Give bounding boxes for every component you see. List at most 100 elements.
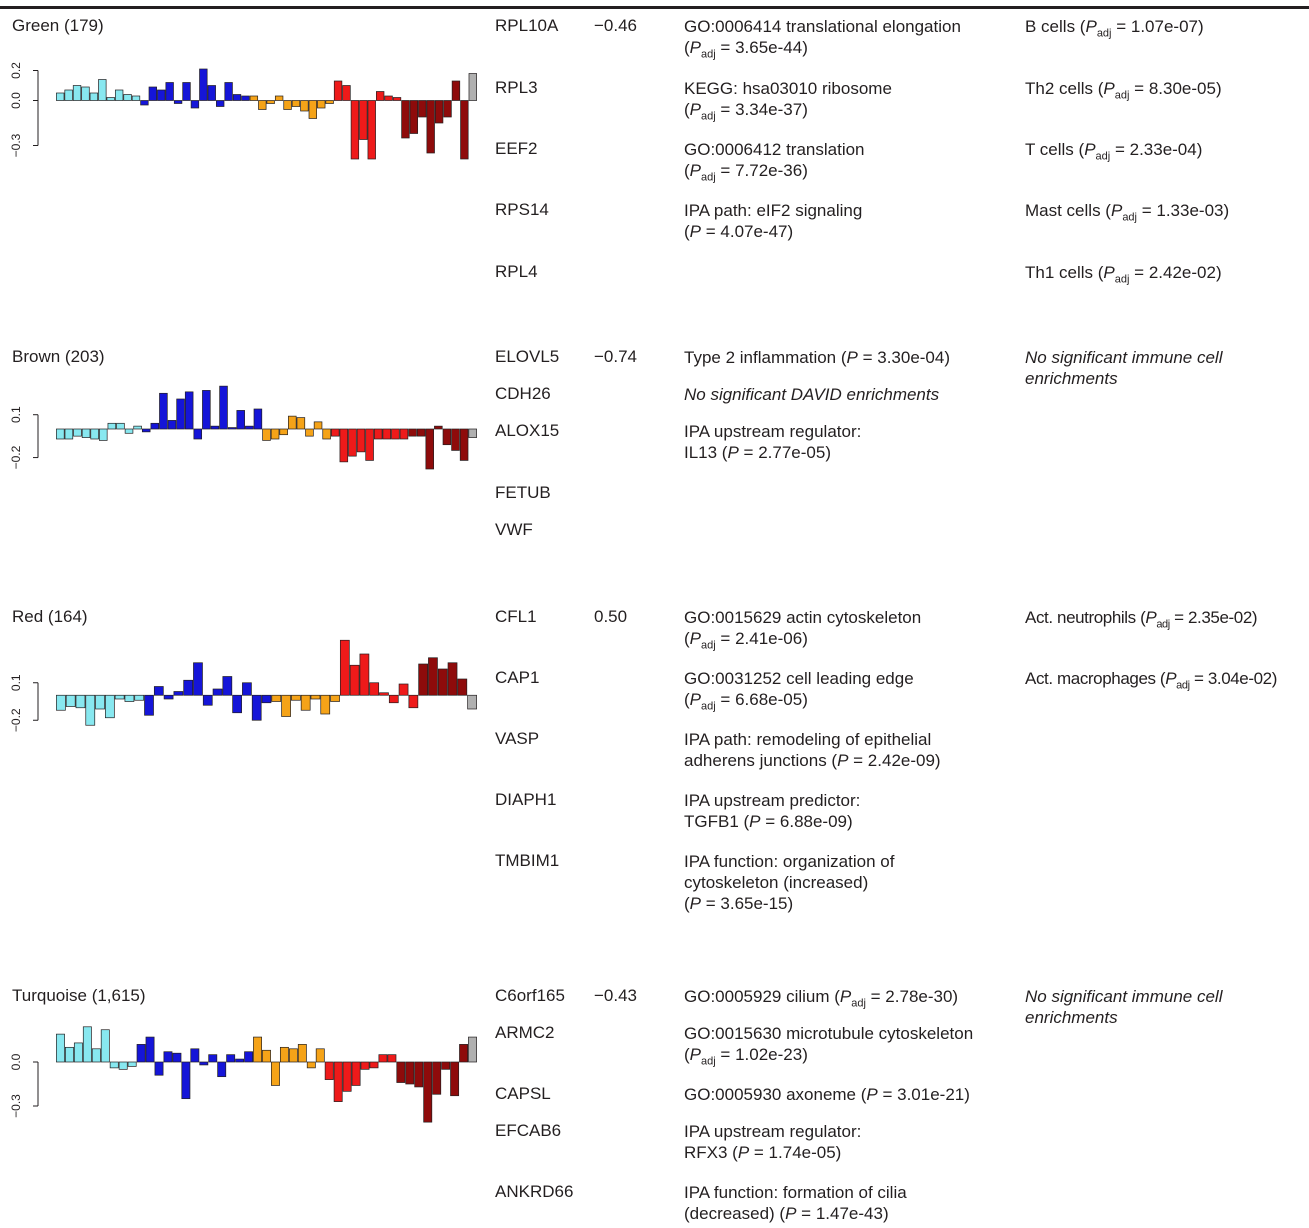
bar xyxy=(291,694,301,701)
bar xyxy=(183,679,194,696)
bar xyxy=(387,1054,397,1063)
bar xyxy=(457,678,468,696)
bar xyxy=(73,1042,83,1063)
bar xyxy=(136,1044,146,1063)
gene-name: ANKRD66 xyxy=(495,1182,574,1201)
bar xyxy=(124,428,134,434)
bar xyxy=(176,398,185,430)
gene-name: ARMC2 xyxy=(495,1023,555,1042)
bar xyxy=(56,694,66,711)
module-title: Brown (203) xyxy=(12,347,105,366)
gene-name: VWF xyxy=(495,520,533,539)
bar xyxy=(64,428,74,440)
enrichment-entry: KEGG: hsa03010 ribosome (Padj = 3.34e-37… xyxy=(684,79,892,123)
bar xyxy=(408,694,419,709)
bar xyxy=(190,1048,200,1063)
bar xyxy=(450,1061,460,1097)
bar xyxy=(451,80,461,101)
bar xyxy=(468,428,477,438)
bar xyxy=(258,100,267,110)
bar xyxy=(441,1061,451,1070)
enrichment-entry: GO:0006412 translation (Padj = 7.72e-36) xyxy=(684,140,865,184)
bar xyxy=(283,100,292,110)
bar xyxy=(56,92,65,101)
bar xyxy=(82,1026,92,1063)
bar xyxy=(145,1036,155,1063)
bar xyxy=(401,100,410,139)
bar xyxy=(392,97,402,101)
bar xyxy=(173,100,183,104)
bar xyxy=(434,100,444,124)
bar xyxy=(349,664,360,696)
bar xyxy=(382,428,392,440)
bar xyxy=(173,691,184,696)
bar xyxy=(281,694,291,717)
bar xyxy=(356,428,366,453)
bar xyxy=(131,95,141,101)
bar xyxy=(253,1036,262,1063)
bar xyxy=(202,694,213,706)
enrichment-entry: GO:0005930 axoneme (P = 3.01e-21) xyxy=(684,1085,970,1104)
bar xyxy=(451,428,460,451)
correlation-value: −0.43 xyxy=(594,986,638,1005)
enrichment-entry: IPA function: organization of cytoskelet… xyxy=(684,852,895,913)
bar xyxy=(141,428,151,433)
bar xyxy=(154,1061,164,1076)
enrichment-entry: IPA upstream predictor: TGFB1 (P = 6.88e… xyxy=(684,791,861,831)
module-title: Turquoise (1,615) xyxy=(12,986,146,1005)
enrichment-entry: No significant DAVID enrichments xyxy=(684,385,940,404)
bar xyxy=(226,1054,236,1063)
bar xyxy=(216,100,225,107)
bar xyxy=(279,428,288,436)
bar xyxy=(467,694,477,710)
table-top-rule xyxy=(0,6,1309,9)
bar xyxy=(437,668,448,696)
y-tick-label: −0.3 xyxy=(9,133,23,157)
module-title: Red (164) xyxy=(12,607,88,626)
immune-cell-enrichment: Act. macrophages (Padj = 3.04e-02) xyxy=(1025,669,1277,692)
bar xyxy=(359,100,368,140)
gene-name: ALOX15 xyxy=(495,421,560,440)
enrichment-entry: GO:0015630 microtubule cytoskeleton (Pad… xyxy=(684,1024,974,1068)
bar xyxy=(123,94,132,101)
enrichment-entry: GO:0015629 actin cytoskeleton (Padj = 2.… xyxy=(684,608,922,652)
bar xyxy=(348,428,357,457)
gene-name: RPL3 xyxy=(495,78,538,97)
bar xyxy=(124,694,135,702)
bar xyxy=(288,1048,298,1063)
bar xyxy=(217,1061,227,1078)
bar xyxy=(333,1061,343,1102)
bar xyxy=(202,390,211,430)
bar xyxy=(339,639,350,696)
bar xyxy=(65,694,76,707)
bar xyxy=(367,100,376,160)
eigengene-chart-brown: 0.1 −0.2 xyxy=(0,377,480,487)
bar xyxy=(270,428,280,440)
eigengene-chart-green: 0.2 0.0 −0.3 xyxy=(0,46,480,181)
immune-cell-enrichment: Mast cells (Padj = 1.33e-03) xyxy=(1025,201,1230,224)
enrichment-entry: GO:0005929 cilium (Padj = 2.78e-30) xyxy=(684,987,959,1010)
bar xyxy=(460,100,469,160)
bar xyxy=(351,1061,361,1086)
bar xyxy=(190,100,200,109)
bar xyxy=(322,428,331,440)
bar xyxy=(182,82,191,101)
bar xyxy=(85,694,96,726)
bar xyxy=(468,73,477,101)
bar xyxy=(300,694,311,711)
bar xyxy=(224,82,233,101)
bar xyxy=(165,82,174,101)
bar xyxy=(262,1049,271,1063)
bar xyxy=(423,1061,433,1123)
y-tick-label: 0.0 xyxy=(9,92,23,109)
bar xyxy=(313,421,323,430)
eigengene-barplot: 0.1 −0.2 xyxy=(9,385,477,469)
y-tick-label: −0.2 xyxy=(9,708,23,732)
bar xyxy=(274,95,284,101)
bar xyxy=(373,428,383,440)
y-tick-label: −0.2 xyxy=(9,445,23,469)
y-tick-label: 0.1 xyxy=(9,406,23,423)
bar xyxy=(261,694,272,704)
module-title: Green (179) xyxy=(12,16,104,35)
bar xyxy=(193,662,203,696)
